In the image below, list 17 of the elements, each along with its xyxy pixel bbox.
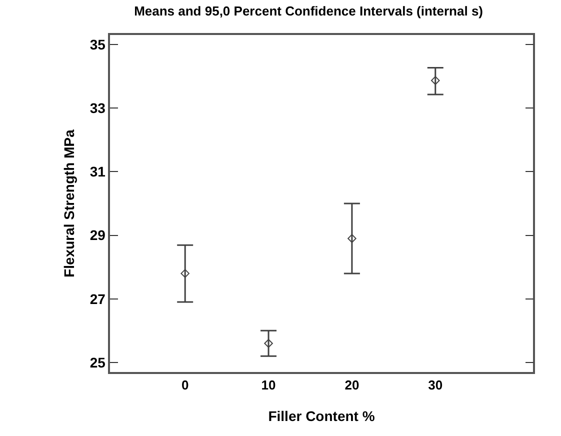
y-tick-label: 31 <box>90 164 106 180</box>
point <box>348 234 356 243</box>
x-axis-title: Filler Content % <box>268 408 376 424</box>
x-tick-label: 0 <box>181 377 189 392</box>
x-tick-label: 20 <box>344 377 360 392</box>
y-tick-label: 29 <box>90 227 106 244</box>
x-tick-label: 10 <box>261 377 276 392</box>
y-tick-label: 25 <box>90 354 106 370</box>
y-tick-label: 35 <box>90 36 106 52</box>
chart-title: Means and 95,0 Percent Confidence Intervals (internal s) <box>134 4 484 19</box>
y-tick-label: 27 <box>90 290 106 307</box>
point <box>430 76 440 85</box>
x-tick-label: 30 <box>428 377 443 392</box>
point <box>264 338 273 348</box>
y-axis-title: Flexural Strength MPa <box>60 129 77 278</box>
point <box>180 269 190 278</box>
y-tick-label: 33 <box>90 100 106 116</box>
